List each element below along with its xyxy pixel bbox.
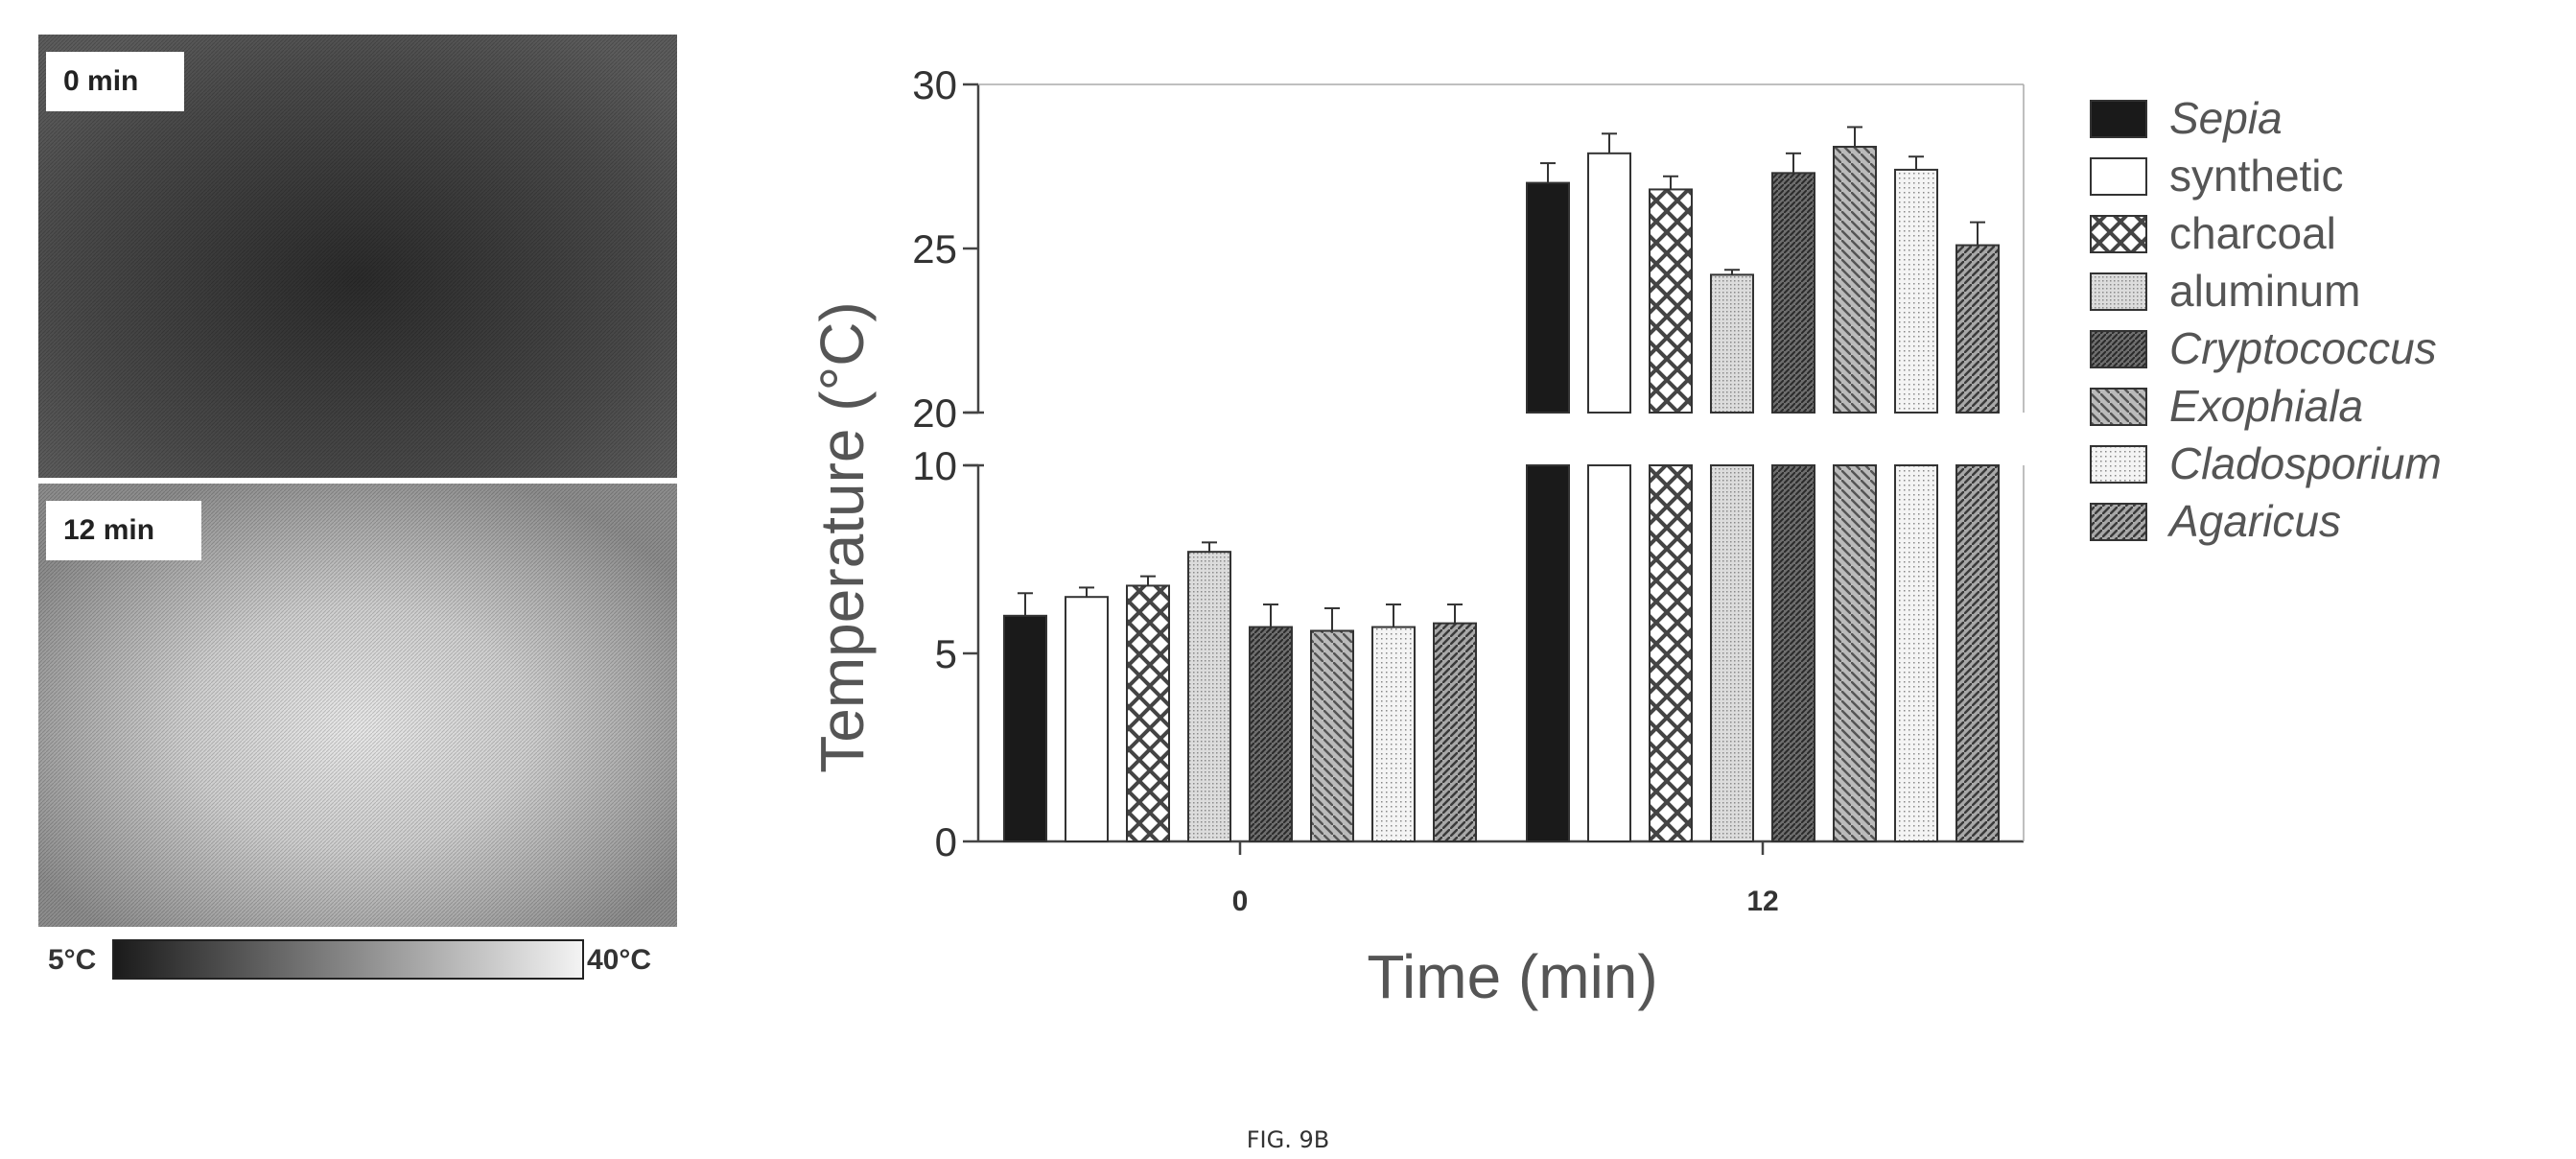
bar [1249, 626, 1293, 842]
label-box-0min [46, 52, 184, 111]
bar [1894, 168, 1938, 414]
scale-min-label: 5°C [48, 944, 96, 976]
temperature-scale-bar [112, 939, 584, 980]
bar [1587, 464, 1631, 842]
x-axis-title: Time (min) [1367, 942, 1657, 1011]
chart-axes: 0 5 10 20 25 30 0 12 [912, 62, 2025, 917]
thermal-label-0min: 0 min [63, 65, 138, 97]
axis-break-gap [981, 414, 2025, 464]
bar [1587, 152, 1631, 414]
bar [1833, 145, 1877, 414]
legend-label: Agaricus [2166, 496, 2341, 546]
thermal-label-12min: 12 min [63, 514, 154, 546]
bar [1771, 464, 1815, 842]
x-tick-label: 0 [1232, 886, 1249, 917]
bar [1126, 584, 1170, 842]
bar [1710, 464, 1754, 842]
chart-bars [1003, 126, 2000, 843]
y-tick-label: 30 [912, 62, 957, 107]
bar [1771, 172, 1815, 414]
legend-swatch [2090, 388, 2147, 426]
bar [1433, 622, 1477, 843]
bar [1310, 629, 1354, 842]
bar [1526, 181, 1570, 414]
bar [1526, 464, 1570, 842]
legend-label: synthetic [2169, 151, 2344, 201]
bar [1894, 464, 1938, 842]
y-tick-label: 20 [912, 390, 957, 436]
bar-chart: Temperature (°C) Time (min) 0 5 10 20 25 30 0 1… [808, 62, 2442, 1011]
y-tick-label: 25 [912, 226, 957, 272]
bar [1187, 551, 1231, 842]
legend-label: aluminum [2169, 266, 2360, 316]
legend-label: Cladosporium [2169, 438, 2442, 488]
figure-caption: FIG. 9B [1247, 1126, 1329, 1153]
legend-swatch [2090, 157, 2147, 196]
chart-legend: Sepia synthetic charcoal aluminum Cryptococc… [2090, 93, 2442, 546]
legend-swatch [2090, 330, 2147, 368]
legend-label: charcoal [2169, 208, 2336, 258]
legend-swatch [2090, 215, 2147, 253]
legend-label: Sepia [2169, 93, 2283, 143]
bar [1955, 464, 2000, 842]
x-tick-label: 12 [1746, 886, 1778, 917]
legend-swatch [2090, 100, 2147, 138]
y-axis-title: Temperature (°C) [808, 301, 877, 773]
y-tick-label: 0 [935, 819, 957, 864]
y-tick-label: 5 [935, 631, 957, 676]
legend-label: Exophiala [2169, 381, 2363, 431]
bar [1649, 464, 1693, 842]
legend-label: Cryptococcus [2169, 323, 2437, 373]
bar [1003, 614, 1047, 842]
scale-max-label: 40°C [587, 944, 651, 976]
bar [1833, 464, 1877, 842]
bar [1371, 626, 1416, 842]
thermal-image-panel: 0 min 12 min 5°C 40°C [38, 35, 677, 980]
y-tick-label: 10 [912, 443, 957, 488]
bar [1710, 273, 1754, 414]
bar [1955, 244, 2000, 414]
legend-swatch [2090, 272, 2147, 311]
label-box-12min [46, 501, 201, 560]
legend-swatch [2090, 503, 2147, 541]
bar [1649, 188, 1693, 414]
legend-swatch [2090, 445, 2147, 484]
bar [1065, 596, 1109, 843]
